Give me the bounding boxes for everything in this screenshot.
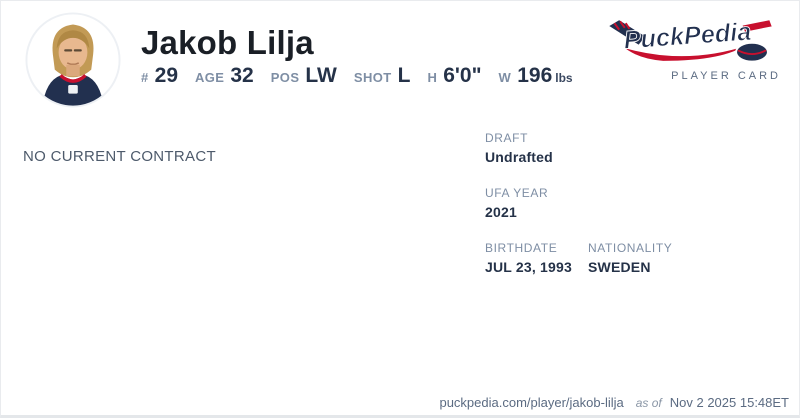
stat-height: H 6'0"	[427, 64, 482, 88]
footer-citation: puckpedia.com/player/jakob-lilja as of N…	[439, 395, 789, 410]
stat-shot: SHOT L	[353, 64, 411, 88]
player-stats-row: # 29 AGE 32 POS LW SHOT L H 6'0" W 196	[141, 64, 590, 88]
puckpedia-logo: PuckPedia	[606, 17, 774, 63]
nationality-value: SWEDEN	[588, 259, 651, 275]
stat-age: AGE 32	[195, 64, 254, 88]
detail-nationality: NATIONALITY SWEDEN	[588, 241, 672, 275]
draft-label: DRAFT	[485, 131, 528, 145]
stat-weight: W 196 lbs	[498, 64, 573, 88]
detail-birthdate: BIRTHDATE JUL 23, 1993	[485, 241, 588, 275]
nationality-label: NATIONALITY	[588, 241, 673, 255]
footer-timestamp: Nov 2 2025 15:48ET	[669, 395, 789, 410]
ufa-year-label: UFA YEAR	[485, 186, 549, 200]
player-details: DRAFT Undrafted UFA YEAR 2021 BIRTHDATE …	[485, 131, 672, 296]
player-card-label: PLAYER CARD	[671, 70, 781, 82]
stat-jersey-number: # 29	[141, 64, 178, 88]
puckpedia-logo-block[interactable]: PuckPedia PLAYER CARD	[605, 11, 785, 82]
player-header: Jakob Lilja # 29 AGE 32 POS LW SHOT L H …	[141, 24, 590, 88]
birthdate-label: BIRTHDATE	[485, 241, 558, 255]
footer-as-of-label: as of	[635, 396, 662, 410]
detail-birthdate-nationality-row: BIRTHDATE JUL 23, 1993 NATIONALITY SWEDE…	[485, 241, 672, 296]
player-portrait-image	[25, 12, 121, 108]
stat-position: POS LW	[270, 64, 337, 88]
ufa-year-value: 2021	[485, 204, 517, 220]
birthdate-value: JUL 23, 1993	[485, 259, 572, 275]
player-avatar	[25, 12, 121, 108]
player-name: Jakob Lilja	[141, 24, 314, 61]
footer-url[interactable]: puckpedia.com/player/jakob-lilja	[439, 395, 624, 410]
draft-value: Undrafted	[485, 149, 553, 165]
detail-ufa-year: UFA YEAR 2021	[485, 186, 672, 220]
detail-draft: DRAFT Undrafted	[485, 131, 672, 165]
contract-status: NO CURRENT CONTRACT	[23, 148, 216, 165]
